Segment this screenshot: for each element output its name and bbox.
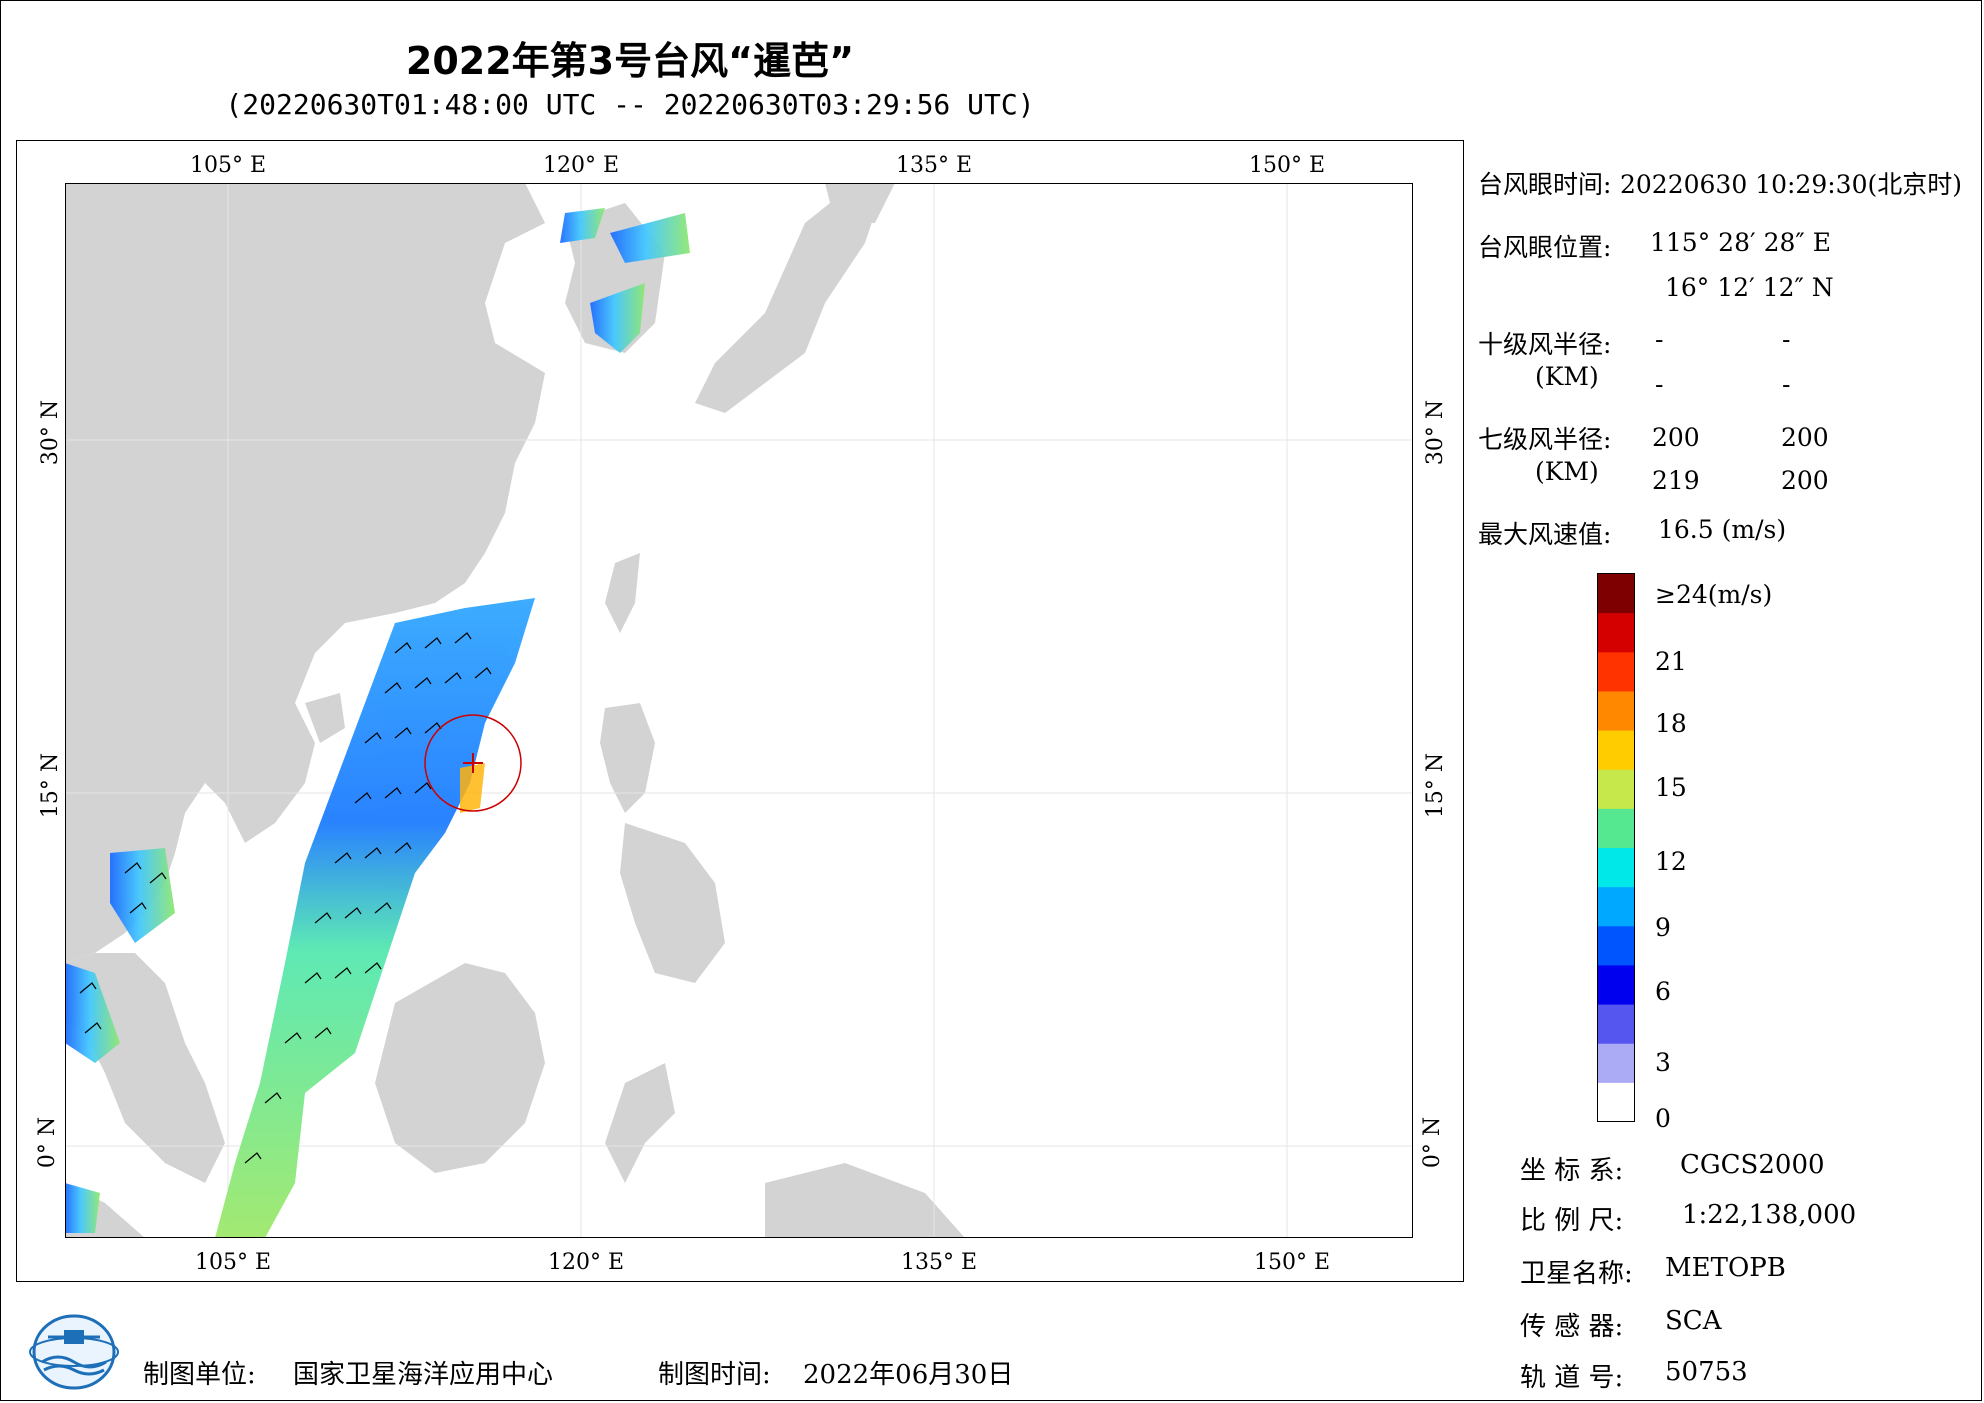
map-plot	[65, 183, 1413, 1238]
date-label: 制图时间:	[658, 1360, 771, 1390]
colorbar-segment	[1598, 1082, 1634, 1122]
max-wind-label: 最大风速值:	[1478, 520, 1612, 549]
r10-value-4: -	[1782, 370, 1791, 399]
lat-tick-right-30: 30° N	[1423, 399, 1449, 466]
swath-main	[215, 598, 535, 1238]
swath-sumatra	[65, 1183, 100, 1233]
r7-unit: (KM)	[1535, 457, 1599, 486]
typhoon-marker	[424, 714, 522, 812]
lon-tick-bottom-120: 120° E	[548, 1250, 625, 1275]
r7-value-2: 200	[1781, 423, 1829, 452]
swath-yellow-sea	[590, 283, 645, 353]
land-hokkaido	[825, 183, 895, 223]
land-hainan	[305, 693, 345, 743]
swath-malaysia	[65, 963, 120, 1063]
orbit-label: 轨 道 号:	[1520, 1363, 1624, 1393]
scale-value: 1:22,138,000	[1682, 1200, 1857, 1230]
lon-tick-top-135: 135° E	[896, 153, 973, 178]
colorbar-label-3: 3	[1655, 1048, 1671, 1077]
org-label: 制图单位:	[143, 1360, 256, 1390]
land-borneo	[375, 963, 545, 1173]
lat-tick-right-15: 15° N	[1423, 752, 1449, 819]
eye-position-label: 台风眼位置:	[1478, 233, 1612, 262]
colorbar-segment	[1598, 652, 1634, 693]
r7-value-1: 200	[1652, 423, 1700, 452]
colorbar-segment	[1598, 1004, 1634, 1045]
colorbar-segment	[1598, 730, 1634, 771]
chart-title: 2022年第3号台风“暹芭”	[405, 39, 855, 83]
colorbar-label-24: ≥24(m/s)	[1655, 580, 1773, 609]
max-wind-value: 16.5 (m/s)	[1658, 515, 1787, 544]
lat-tick-right-0: 0° N	[1420, 1116, 1446, 1169]
colorbar-segment	[1598, 926, 1634, 967]
org-value: 国家卫星海洋应用中心	[293, 1360, 554, 1390]
land-philippines-south	[620, 823, 725, 983]
colorbar-segment	[1598, 808, 1634, 849]
lon-tick-bottom-150: 150° E	[1254, 1250, 1331, 1275]
r10-value-2: -	[1782, 325, 1791, 354]
land-masses	[65, 183, 965, 1238]
lat-tick-left-0: 0° N	[35, 1116, 61, 1169]
date-value: 2022年06月30日	[803, 1360, 1014, 1390]
colorbar-label-9: 9	[1655, 913, 1671, 942]
map-panel	[16, 140, 1464, 1282]
lon-tick-top-105: 105° E	[190, 153, 267, 178]
nsoas-logo	[29, 1314, 119, 1390]
wind-barbs	[79, 632, 492, 1164]
r7-value-4: 200	[1781, 466, 1829, 495]
colorbar-label-12: 12	[1655, 847, 1687, 876]
land-asia	[65, 183, 545, 963]
colorbar-label-15: 15	[1655, 773, 1687, 802]
lat-tick-left-30: 30° N	[38, 399, 64, 466]
colorbar-segment	[1598, 965, 1634, 1006]
swath-korea-top	[560, 208, 605, 243]
colorbar-label-6: 6	[1655, 977, 1671, 1006]
r10-unit: (KM)	[1535, 362, 1599, 391]
crs-value: CGCS2000	[1680, 1150, 1825, 1180]
radius-circle	[424, 714, 522, 812]
orbit-value: 50753	[1665, 1357, 1748, 1387]
swath-strong-core	[460, 763, 485, 813]
eye-longitude: 115° 28′ 28″ E	[1650, 228, 1831, 257]
lon-tick-top-150: 150° E	[1249, 153, 1326, 178]
r7-label: 七级风半径:	[1478, 425, 1612, 454]
colorbar-segment	[1598, 613, 1634, 653]
colorbar-segment	[1598, 574, 1634, 614]
colorbar-label-18: 18	[1655, 709, 1687, 738]
colorbar-segment	[1598, 887, 1634, 927]
crs-label: 坐 标 系:	[1520, 1156, 1624, 1186]
eye-latitude: 16° 12′ 12″ N	[1665, 273, 1834, 302]
colorbar-segment	[1598, 1043, 1634, 1084]
land-luzon	[600, 703, 655, 813]
land-japan	[695, 183, 885, 413]
land-sulawesi	[605, 1063, 675, 1183]
lon-tick-top-120: 120° E	[543, 153, 620, 178]
r7-value-3: 219	[1652, 466, 1700, 495]
eye-time-label: 台风眼时间:	[1478, 170, 1612, 199]
colorbar-label-0: 0	[1655, 1104, 1671, 1133]
colorbar-label-21: 21	[1655, 647, 1687, 676]
lat-tick-left-15: 15° N	[38, 752, 64, 819]
scale-label: 比 例 尺:	[1520, 1206, 1624, 1236]
sensor-value: SCA	[1665, 1306, 1722, 1336]
colorbar-segment	[1598, 848, 1634, 888]
colorbar-segment	[1598, 691, 1634, 732]
r10-label: 十级风半径:	[1478, 330, 1612, 359]
lon-tick-bottom-105: 105° E	[195, 1250, 272, 1275]
r10-value-3: -	[1655, 370, 1664, 399]
sensor-label: 传 感 器:	[1520, 1312, 1624, 1342]
eye-time-value: 20220630 10:29:30(北京时)	[1620, 170, 1962, 199]
chart-subtitle: (20220630T01:48:00 UTC -- 20220630T03:29…	[225, 88, 1035, 121]
colorbar-segment	[1598, 769, 1634, 810]
satellite-label: 卫星名称:	[1520, 1259, 1633, 1289]
satellite-value: METOPB	[1665, 1253, 1786, 1283]
lon-tick-bottom-135: 135° E	[901, 1250, 978, 1275]
land-taiwan	[605, 553, 640, 633]
swath-korea-right	[610, 213, 690, 263]
land-new-guinea	[765, 1163, 965, 1238]
wind-speed-colorbar	[1597, 573, 1635, 1122]
r10-value-1: -	[1655, 325, 1664, 354]
